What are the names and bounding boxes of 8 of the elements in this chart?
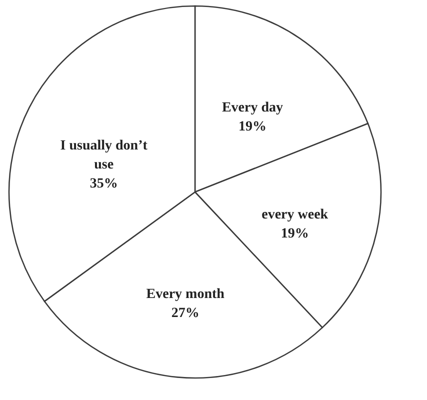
slice-label: Every month <box>146 286 225 302</box>
data-label: 19% <box>280 226 309 242</box>
slice-label: every week <box>262 207 328 222</box>
slice-label: Every day <box>222 100 284 116</box>
data-label: 19% <box>238 119 266 134</box>
data-label: 27% <box>171 306 200 321</box>
data-label: 35% <box>90 176 118 192</box>
slice-label: I usually don’t use <box>60 138 148 173</box>
